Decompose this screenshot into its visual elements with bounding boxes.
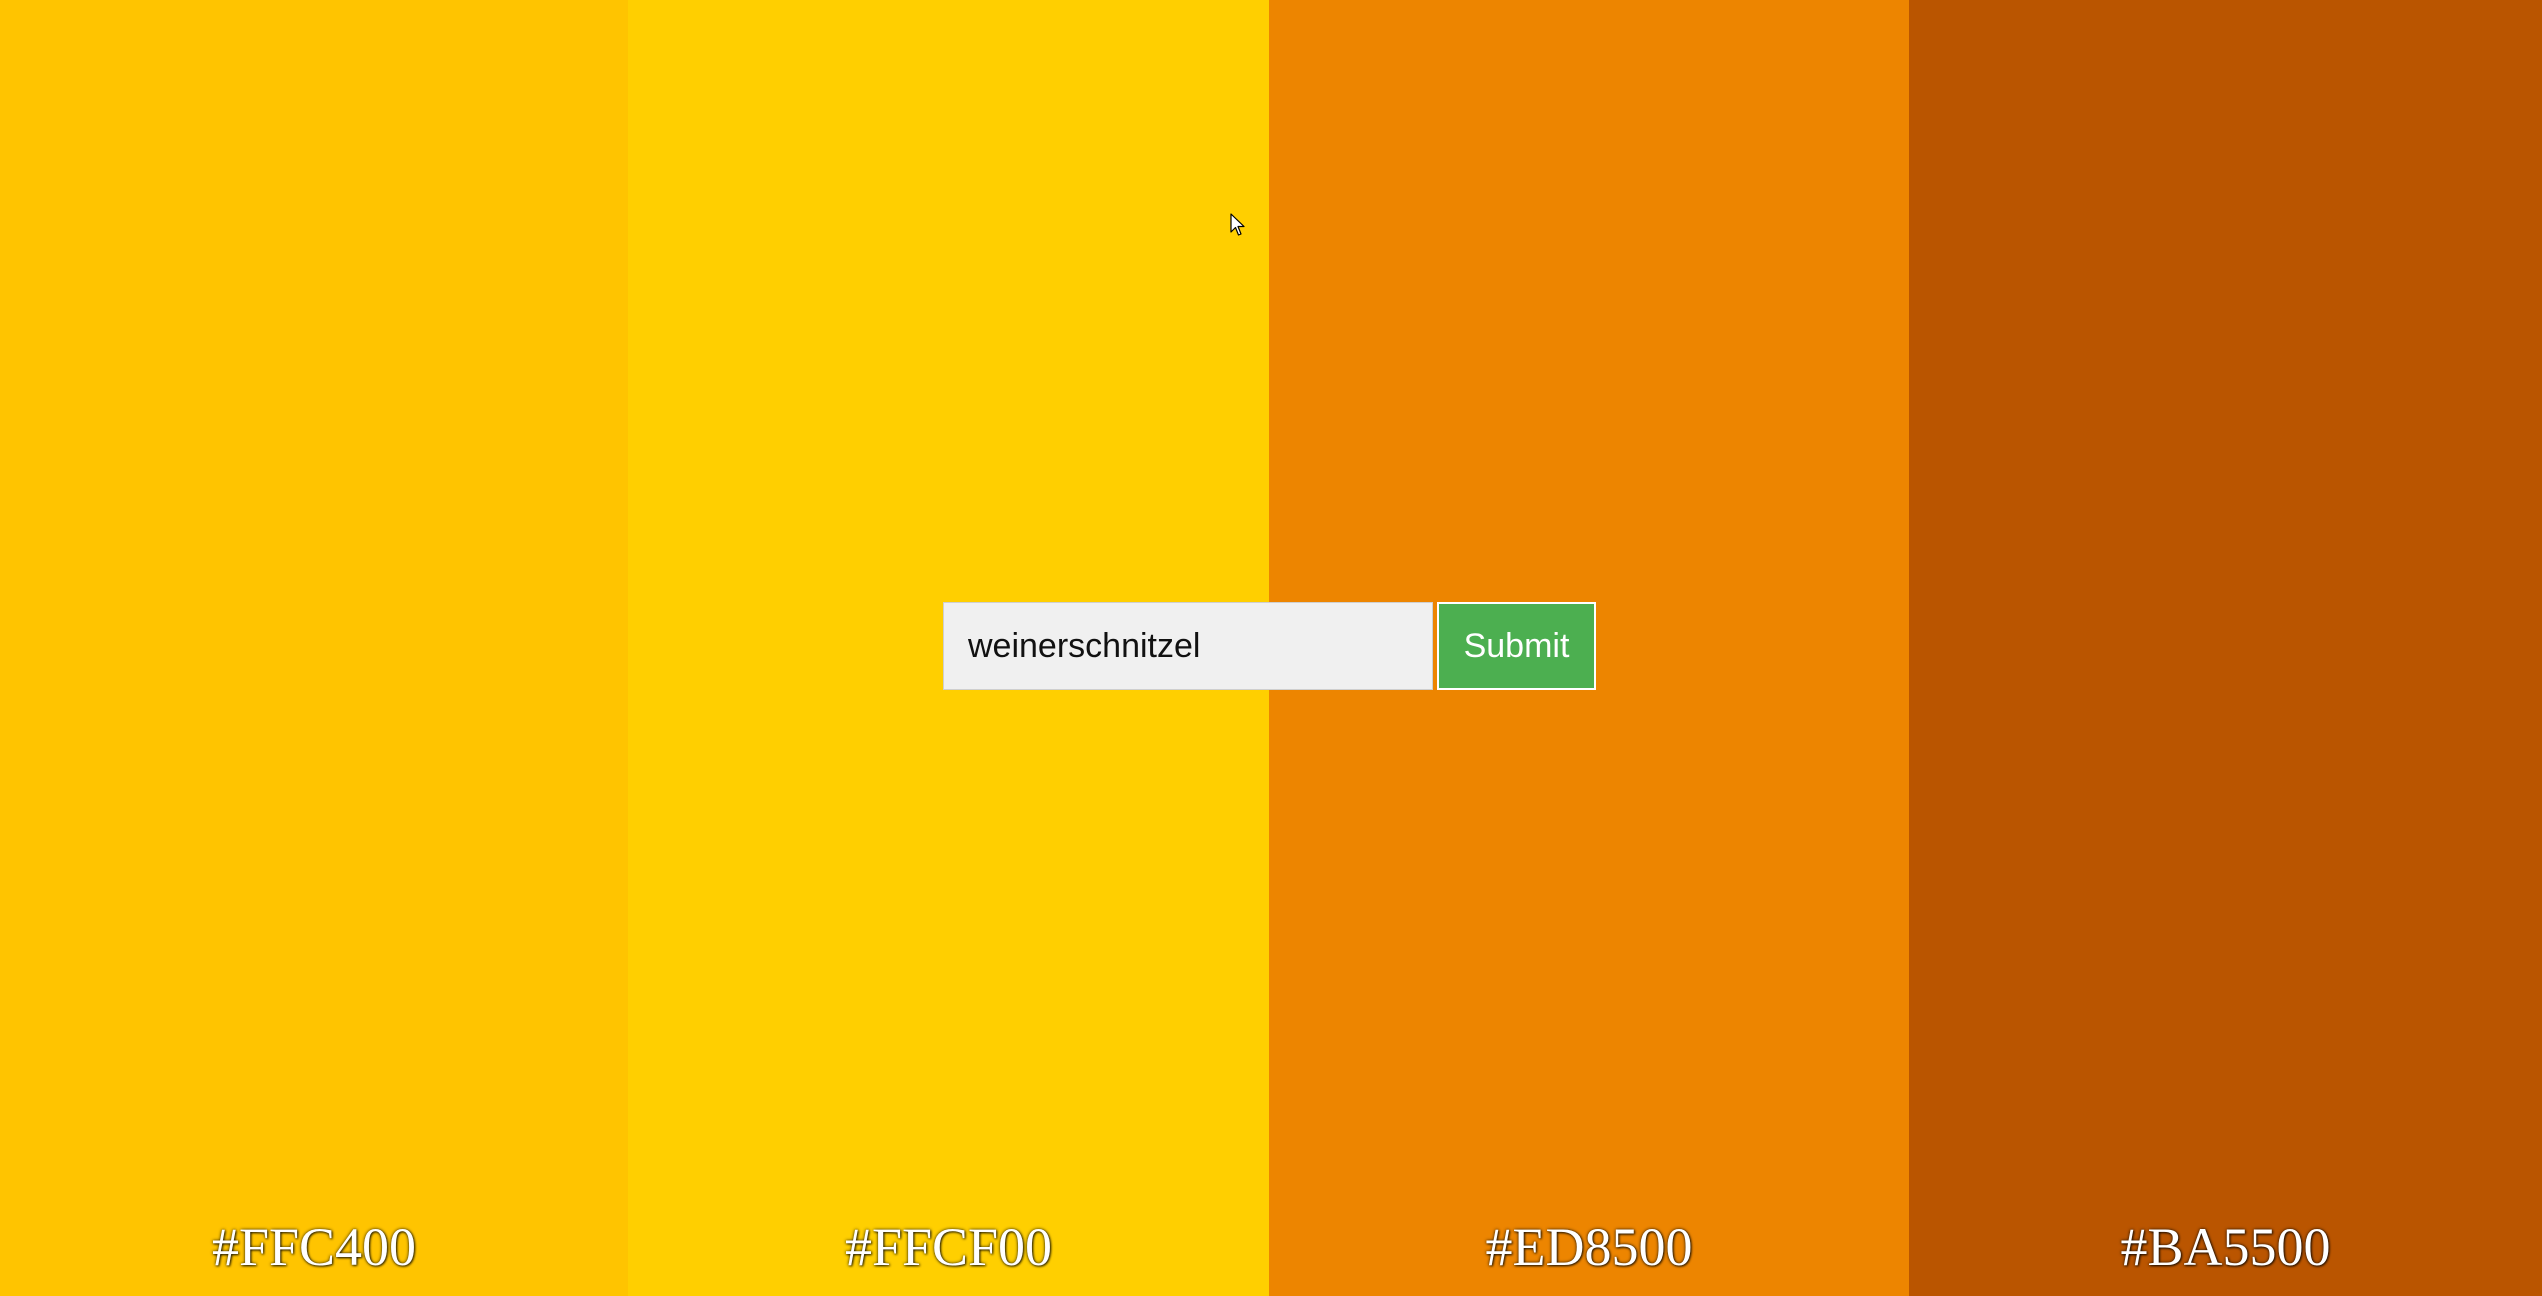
hex-label-2: #FFCF00 bbox=[844, 1217, 1053, 1277]
palette-search-form: Submit bbox=[943, 602, 1596, 690]
hex-label-4: #BA5500 bbox=[2120, 1217, 2331, 1277]
hex-label-3: #ED8500 bbox=[1485, 1217, 1693, 1277]
palette-text-input[interactable] bbox=[943, 602, 1433, 690]
color-swatch-4: #BA5500 bbox=[1909, 0, 2542, 1296]
color-swatch-1: #FFC400 bbox=[0, 0, 628, 1296]
submit-button[interactable]: Submit bbox=[1437, 602, 1596, 690]
hex-label-1: #FFC400 bbox=[211, 1217, 417, 1277]
mouse-pointer-icon bbox=[1230, 213, 1245, 236]
